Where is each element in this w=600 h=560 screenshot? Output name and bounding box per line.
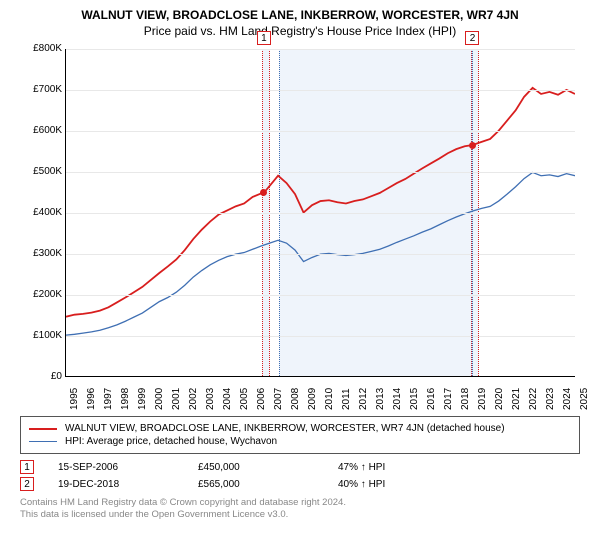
x-axis-label: 2021 [511, 388, 522, 410]
x-axis-label: 2008 [290, 388, 301, 410]
chart-marker-label: 2 [465, 31, 479, 45]
sale-price: £450,000 [198, 462, 338, 473]
x-axis-label: 2022 [528, 388, 539, 410]
x-axis-label: 2019 [477, 388, 488, 410]
y-axis-label: £200K [20, 289, 62, 300]
x-axis-label: 2012 [358, 388, 369, 410]
y-axis-label: £500K [20, 166, 62, 177]
gridline [66, 172, 575, 173]
x-axis-label: 2001 [171, 388, 182, 410]
x-axis-label: 2020 [494, 388, 505, 410]
legend-row: HPI: Average price, detached house, Wych… [29, 436, 571, 447]
gridline [66, 49, 575, 50]
sale-row: 1 15-SEP-2006£450,00047% ↑ HPI [20, 460, 580, 474]
legend-row: WALNUT VIEW, BROADCLOSE LANE, INKBERROW,… [29, 423, 571, 434]
gridline [66, 131, 575, 132]
chart-marker-dot [469, 142, 476, 149]
x-axis-label: 2000 [154, 388, 165, 410]
sale-marker: 1 [20, 460, 34, 474]
gridline [66, 295, 575, 296]
chart-marker-label: 1 [257, 31, 271, 45]
sale-row: 2 19-DEC-2018£565,00040% ↑ HPI [20, 477, 580, 491]
x-axis-label: 1995 [69, 388, 80, 410]
footer-line: Contains HM Land Registry data © Crown c… [20, 497, 580, 509]
legend-label: HPI: Average price, detached house, Wych… [65, 436, 277, 447]
legend-swatch [29, 428, 57, 430]
y-axis-label: £800K [20, 43, 62, 54]
x-axis-label: 2014 [392, 388, 403, 410]
gridline [66, 90, 575, 91]
x-axis-label: 2002 [188, 388, 199, 410]
x-axis-label: 2024 [562, 388, 573, 410]
sale-delta: 47% ↑ HPI [338, 462, 478, 473]
sale-delta: 40% ↑ HPI [338, 479, 478, 490]
x-axis-label: 1997 [103, 388, 114, 410]
x-axis-label: 1999 [137, 388, 148, 410]
x-axis-label: 2015 [409, 388, 420, 410]
y-axis-label: £600K [20, 125, 62, 136]
x-axis-label: 1998 [120, 388, 131, 410]
y-axis-label: £700K [20, 84, 62, 95]
sale-date: 15-SEP-2006 [58, 462, 198, 473]
x-axis-label: 2007 [273, 388, 284, 410]
y-axis-label: £400K [20, 207, 62, 218]
x-axis-label: 2009 [307, 388, 318, 410]
x-axis-label: 2023 [545, 388, 556, 410]
x-axis-label: 2006 [256, 388, 267, 410]
sale-price: £565,000 [198, 479, 338, 490]
y-axis-label: £100K [20, 330, 62, 341]
footer: Contains HM Land Registry data © Crown c… [20, 497, 580, 522]
gridline [66, 336, 575, 337]
chart: £0 £100K £200K £300K £400K £500K £600K £700K £80… [20, 44, 580, 414]
x-axis-label: 2025 [579, 388, 590, 410]
series-line [66, 88, 575, 317]
y-axis-label: £300K [20, 248, 62, 259]
x-axis-label: 2003 [205, 388, 216, 410]
x-axis-label: 2013 [375, 388, 386, 410]
legend-label: WALNUT VIEW, BROADCLOSE LANE, INKBERROW,… [65, 423, 505, 434]
legend-swatch [29, 441, 57, 442]
x-axis-label: 2017 [443, 388, 454, 410]
sales-table: 1 15-SEP-2006£450,00047% ↑ HPI 2 19-DEC-201… [20, 460, 580, 491]
x-axis-label: 1996 [86, 388, 97, 410]
sale-marker: 2 [20, 477, 34, 491]
gridline [66, 213, 575, 214]
page-title: WALNUT VIEW, BROADCLOSE LANE, INKBERROW,… [8, 8, 592, 22]
page-subtitle: Price paid vs. HM Land Registry's House … [8, 24, 592, 38]
x-axis-label: 2018 [460, 388, 471, 410]
x-axis-label: 2010 [324, 388, 335, 410]
plot-area [65, 49, 575, 377]
footer-line: This data is licensed under the Open Gov… [20, 509, 580, 521]
legend: WALNUT VIEW, BROADCLOSE LANE, INKBERROW,… [20, 416, 580, 454]
gridline [66, 254, 575, 255]
x-axis-label: 2004 [222, 388, 233, 410]
x-axis-label: 2005 [239, 388, 250, 410]
sale-date: 19-DEC-2018 [58, 479, 198, 490]
x-axis-label: 2016 [426, 388, 437, 410]
x-axis-label: 2011 [341, 388, 352, 410]
y-axis-label: £0 [20, 371, 62, 382]
